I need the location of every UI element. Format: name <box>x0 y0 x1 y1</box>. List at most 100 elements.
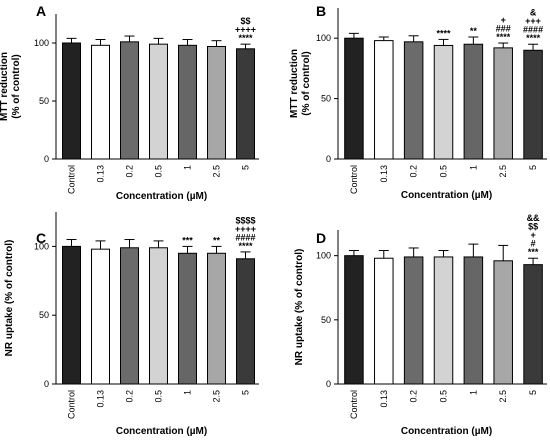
significance-label: $$ <box>528 222 538 232</box>
panel-letter: D <box>316 230 326 246</box>
significance-label: $$$$ <box>235 215 255 225</box>
x-tick-label: 0.5 <box>439 390 449 403</box>
x-tick-label: 0.13 <box>96 390 106 408</box>
y-axis-label: NR uptake (% of control) <box>4 240 15 357</box>
y-tick-label: 0 <box>326 154 331 164</box>
x-tick-label: 5 <box>528 165 538 170</box>
bar-2_5 <box>207 45 226 160</box>
significance-label: *** <box>182 235 193 245</box>
x-tick-label: 0.2 <box>125 165 135 178</box>
x-tick-label: 0.13 <box>379 165 389 183</box>
bar-0_5 <box>149 247 168 385</box>
y-tick-label: 50 <box>39 96 49 106</box>
significance-label: *** <box>528 247 539 257</box>
panel-a: A 0 50 100 MTT reduction(% of control) Concen… <box>0 3 259 202</box>
significance-label: +++ <box>525 16 541 26</box>
significance-label: ++++ <box>235 25 256 35</box>
bar-1 <box>463 43 484 160</box>
x-tick-label: 0.13 <box>96 165 106 183</box>
bar-0_13 <box>374 257 394 385</box>
significance-label: ++++ <box>235 224 256 234</box>
bar-0_2 <box>120 247 139 385</box>
y-axis-label: NR uptake (% of control) <box>294 249 305 366</box>
y-tick-label: 0 <box>326 379 331 389</box>
bar-2_5 <box>493 47 513 160</box>
y-axis-label: MTT reduction(% of control) <box>0 52 22 121</box>
x-tick-label: 1 <box>468 165 478 170</box>
x-axis-label: Concentration (µM) <box>401 426 492 437</box>
x-tick-label: 2.5 <box>212 165 222 178</box>
x-tick-label: 0.5 <box>154 390 164 403</box>
bar-0_2 <box>403 256 424 385</box>
bar-0_13 <box>91 248 110 385</box>
panel-c: C 0 50 100 NR uptake (% of control) Concentra… <box>4 212 259 437</box>
x-tick-label: Control <box>349 165 359 194</box>
panel-letter: A <box>36 3 46 19</box>
x-tick-label: 0.2 <box>125 390 135 403</box>
y-tick-label: 50 <box>321 315 331 325</box>
x-tick-label: 0.5 <box>439 165 449 178</box>
x-tick-label: 0.13 <box>379 390 389 408</box>
y-tick-label: 50 <box>321 94 331 104</box>
bar-control <box>344 255 364 385</box>
bar-control <box>62 245 81 385</box>
x-tick-label: 0.2 <box>409 390 419 403</box>
bar-5 <box>236 258 255 385</box>
bar-0_2 <box>403 41 424 160</box>
panel-letter: B <box>316 3 326 19</box>
bar-5 <box>523 264 543 385</box>
bar-control <box>344 37 364 160</box>
y-tick-label: 0 <box>44 379 49 389</box>
y-tick-label: 0 <box>44 154 49 164</box>
significance-label: **** <box>496 32 511 42</box>
x-axis-label: Concentration (µM) <box>116 191 207 202</box>
significance-label: ### <box>496 24 511 34</box>
significance-label: #### <box>235 232 255 242</box>
bar-0_2 <box>120 41 139 160</box>
x-tick-label: 1 <box>468 390 478 395</box>
bar-0_13 <box>91 44 110 160</box>
bar-5 <box>236 48 255 160</box>
x-tick-label: Control <box>67 165 77 194</box>
bar-5 <box>523 49 543 160</box>
significance-label: ** <box>213 235 221 245</box>
y-tick-label: 100 <box>34 241 49 251</box>
x-tick-label: 5 <box>241 165 251 170</box>
x-tick-label: Control <box>349 390 359 419</box>
bar-1 <box>178 44 197 160</box>
x-tick-label: 0.2 <box>409 165 419 178</box>
bar-2_5 <box>207 252 226 385</box>
panel-b: B 0 50 100 MTT reduction(% of control) Concen… <box>289 3 547 201</box>
x-tick-label: Control <box>67 390 77 419</box>
x-tick-label: 0.5 <box>154 165 164 178</box>
x-tick-label: 2.5 <box>212 390 222 403</box>
y-tick-label: 100 <box>316 251 331 261</box>
bar-control <box>62 42 81 160</box>
bar-1 <box>178 252 197 385</box>
y-tick-label: 100 <box>34 38 49 48</box>
significance-label: & <box>530 8 537 18</box>
bar-2_5 <box>493 260 513 385</box>
y-tick-label: 100 <box>316 33 331 43</box>
significance-label: #### <box>523 25 543 35</box>
bar-0_5 <box>433 256 454 385</box>
significance-label: + <box>530 230 535 240</box>
bar-1 <box>463 256 484 385</box>
significance-label: ** <box>470 26 478 36</box>
significance-label: $$ <box>240 16 250 26</box>
x-tick-label: 2.5 <box>498 165 508 178</box>
bar-0_5 <box>149 43 168 160</box>
y-axis-label: MTT reduction(% of control) <box>289 49 312 118</box>
significance-label: # <box>531 239 536 249</box>
bar-0_13 <box>374 40 394 160</box>
x-tick-label: 5 <box>528 390 538 395</box>
significance-label: && <box>527 213 540 223</box>
y-tick-label: 50 <box>39 310 49 320</box>
significance-label: **** <box>238 33 253 43</box>
bar-0_5 <box>433 44 454 160</box>
significance-label: **** <box>436 28 451 38</box>
x-axis-label: Concentration (µM) <box>116 426 207 437</box>
panel-letter: C <box>36 230 46 246</box>
x-axis-label: Concentration (µM) <box>401 190 492 201</box>
